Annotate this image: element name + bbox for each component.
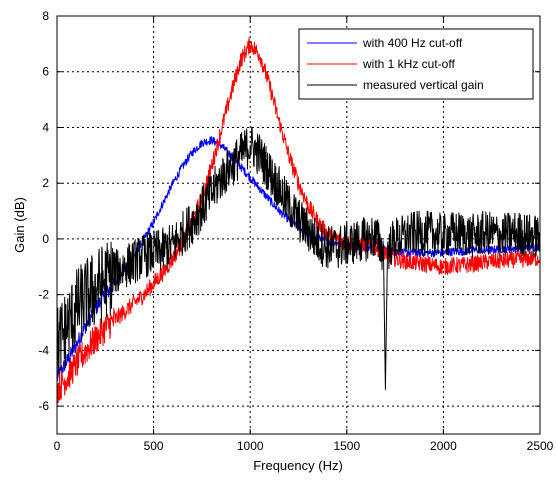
ticks: 0 500 1000 1500 2000 2500 -6 -4 -2 0 2 4 6 8 xyxy=(38,9,553,453)
legend-label: measured vertical gain xyxy=(363,78,484,92)
x-tick-label: 500 xyxy=(144,439,164,453)
x-tick-label: 0 xyxy=(54,439,61,453)
legend-label: with 1 kHz cut-off xyxy=(362,57,455,71)
x-tick-label: 2500 xyxy=(527,439,554,453)
axes-frame xyxy=(56,15,541,435)
y-tick-label: 0 xyxy=(42,232,49,246)
y-axis-label: Gain (dB) xyxy=(12,197,27,253)
y-tick-label: -2 xyxy=(38,288,49,302)
y-tick-label: 8 xyxy=(42,9,49,23)
x-tick-label: 1000 xyxy=(237,439,264,453)
y-tick-label: 6 xyxy=(42,65,49,79)
legend-label: with 400 Hz cut-off xyxy=(362,36,463,50)
series-line-2 xyxy=(56,126,541,390)
y-tick-label: -6 xyxy=(38,399,49,413)
x-tick-label: 1500 xyxy=(333,439,360,453)
series-group xyxy=(56,37,541,404)
x-axis-label: Frequency (Hz) xyxy=(253,458,343,473)
y-tick-label: 4 xyxy=(42,120,49,134)
y-tick-label: 2 xyxy=(42,176,49,190)
y-tick-label: -4 xyxy=(38,343,49,357)
x-tick-label: 2000 xyxy=(430,439,457,453)
legend: with 400 Hz cut-off with 1 kHz cut-off mea… xyxy=(298,28,534,100)
series-line-1 xyxy=(56,37,541,404)
